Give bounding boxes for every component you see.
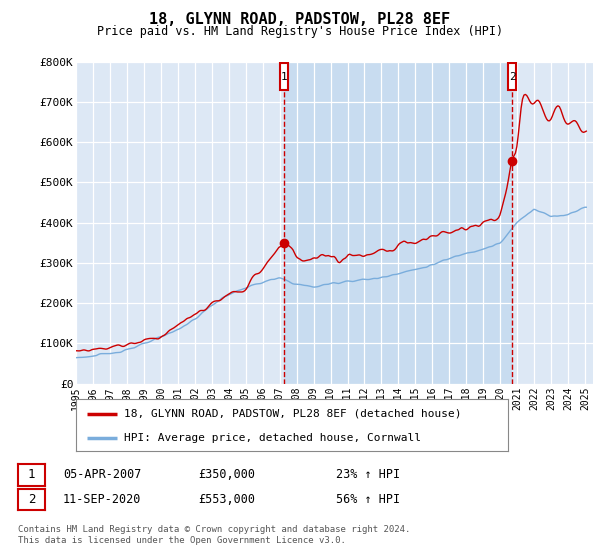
Text: 23% ↑ HPI: 23% ↑ HPI [336,468,400,482]
Text: 18, GLYNN ROAD, PADSTOW, PL28 8EF (detached house): 18, GLYNN ROAD, PADSTOW, PL28 8EF (detac… [124,409,461,419]
Text: £350,000: £350,000 [198,468,255,482]
Text: 1: 1 [281,72,287,82]
Text: Price paid vs. HM Land Registry's House Price Index (HPI): Price paid vs. HM Land Registry's House … [97,25,503,38]
Text: 1: 1 [28,468,35,482]
Text: Contains HM Land Registry data © Crown copyright and database right 2024.
This d: Contains HM Land Registry data © Crown c… [18,525,410,545]
FancyBboxPatch shape [508,63,516,90]
Bar [284,62,512,384]
Text: HPI: Average price, detached house, Cornwall: HPI: Average price, detached house, Corn… [124,433,421,443]
Text: £553,000: £553,000 [198,493,255,506]
Text: 11-SEP-2020: 11-SEP-2020 [63,493,142,506]
Text: 2: 2 [28,493,35,506]
Text: 18, GLYNN ROAD, PADSTOW, PL28 8EF: 18, GLYNN ROAD, PADSTOW, PL28 8EF [149,12,451,27]
FancyBboxPatch shape [280,63,288,90]
Text: 2: 2 [509,72,515,82]
Text: 05-APR-2007: 05-APR-2007 [63,468,142,482]
Text: 56% ↑ HPI: 56% ↑ HPI [336,493,400,506]
